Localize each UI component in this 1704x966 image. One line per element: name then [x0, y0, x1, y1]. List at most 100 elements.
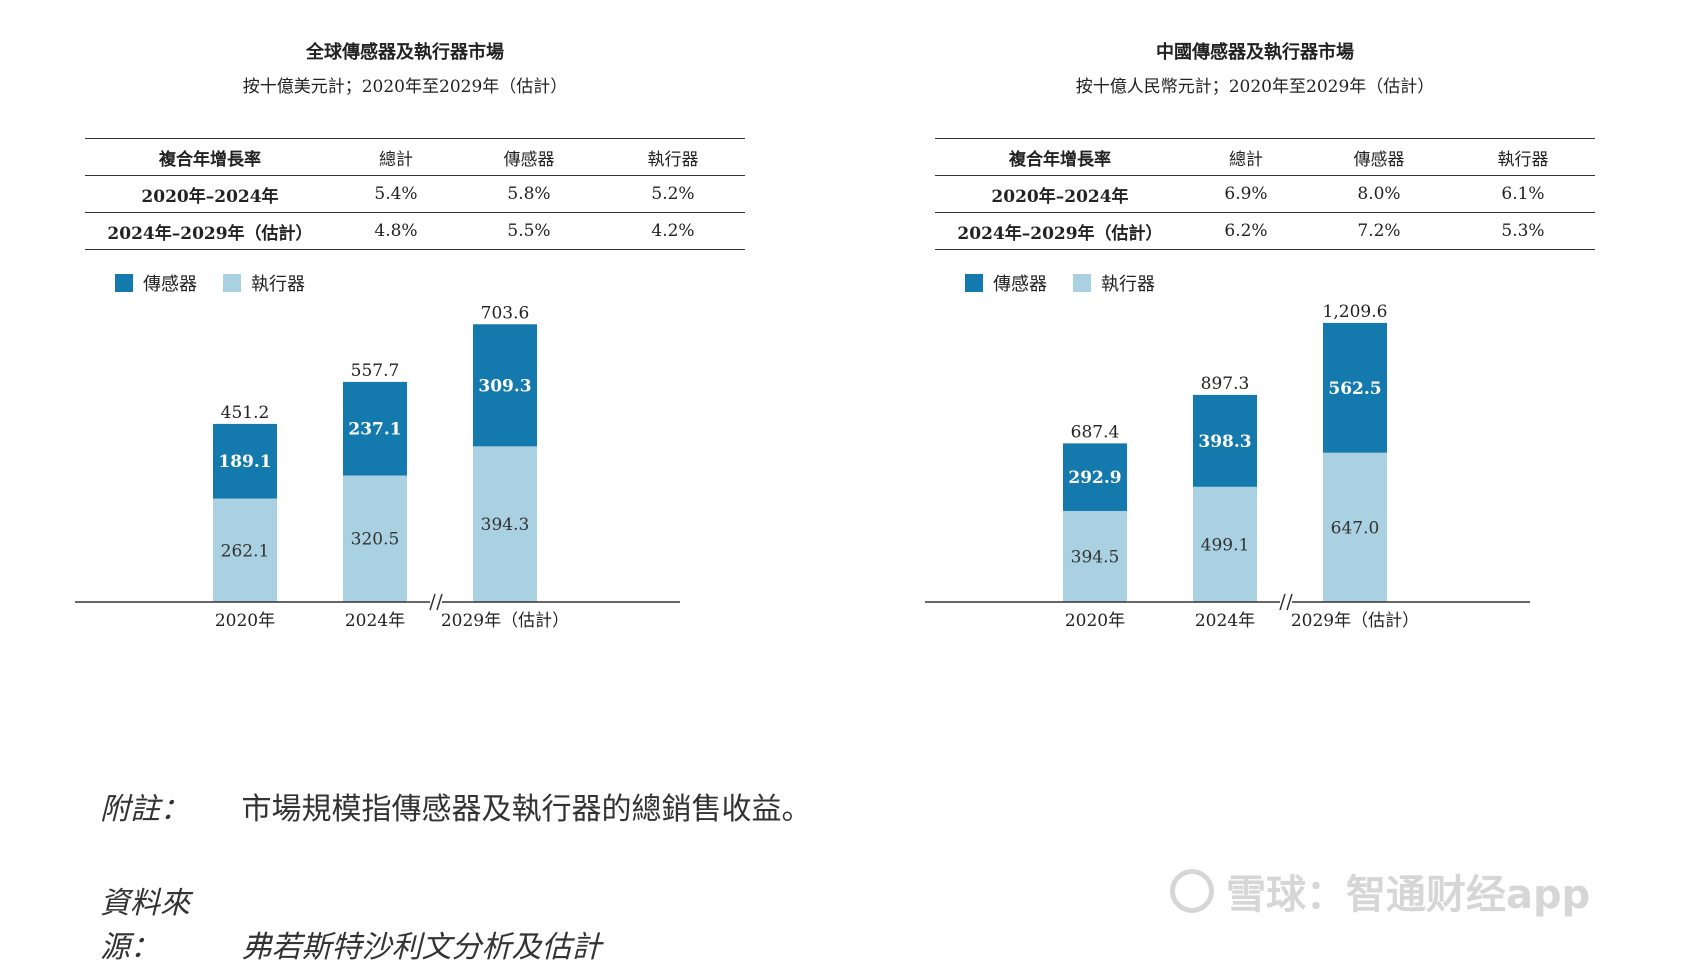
table-cell: 5.2% [600, 175, 745, 213]
table-header-cell: 複合年增長率 [85, 138, 335, 176]
table-cell: 4.2% [600, 212, 745, 250]
table-cell: 2024年–2029年（估計） [85, 212, 335, 250]
table-header-row: 複合年增長率 總計 傳感器 執行器 [85, 138, 745, 176]
bar-sensor [473, 324, 537, 447]
table-cell: 6.1% [1450, 175, 1595, 213]
table-header-cell: 執行器 [1450, 138, 1595, 176]
chart-title: 中國傳感器及執行器市場 [1156, 42, 1354, 63]
data-label-sensor: 562.5 [1328, 379, 1381, 399]
table-header-cell: 總計 [1185, 138, 1307, 176]
legend-item-actuator: 執行器 [223, 270, 305, 296]
table-row: 2024年–2029年（估計） 6.2% 7.2% 5.3% [935, 212, 1595, 250]
source-text: 弗若斯特沙利文分析及估計 [241, 930, 602, 965]
table-cell: 6.9% [1185, 175, 1307, 213]
table-cell: 5.5% [456, 212, 601, 250]
data-label-actuator: 394.5 [1071, 547, 1120, 567]
bar-sensor [1063, 443, 1127, 511]
data-label-sensor: 398.3 [1198, 432, 1251, 452]
note-line: 附註： 市場規模指傳感器及執行器的總銷售收益。 [100, 784, 812, 828]
bar-sensor [343, 381, 407, 476]
bar-actuator [343, 475, 407, 602]
data-label-total: 687.4 [1071, 422, 1120, 442]
axis-break-mark [429, 593, 443, 611]
bar-actuator [1193, 486, 1257, 602]
axis-break-slash [429, 593, 436, 611]
legend-item-sensor: 傳感器 [965, 270, 1047, 296]
data-label-total: 703.6 [481, 303, 530, 323]
x-tick-label: 2024年 [345, 611, 405, 631]
table-header-cell: 傳感器 [1306, 138, 1451, 176]
data-label-total: 897.3 [1201, 374, 1250, 394]
data-label-sensor: 309.3 [478, 376, 531, 396]
table-cell: 2020年–2024年 [935, 175, 1185, 213]
bar-actuator [213, 498, 277, 602]
table-cell: 6.2% [1185, 212, 1307, 250]
data-label-total: 451.2 [221, 403, 270, 423]
table-header-cell: 傳感器 [456, 138, 601, 176]
note-label: 附註： [100, 792, 190, 827]
bar-sensor [1323, 322, 1387, 453]
table-header-cell: 執行器 [600, 138, 745, 176]
bar-sensor [213, 423, 277, 499]
chart-subtitle: 按十億美元計；2020年至2029年（估計） [242, 77, 568, 97]
legend-item-actuator: 執行器 [1073, 270, 1155, 296]
bar-actuator [1323, 452, 1387, 602]
note-text: 市場規模指傳感器及執行器的總銷售收益。 [241, 792, 812, 827]
chart-subtitle: 按十億人民幣元計；2020年至2029年（估計） [1075, 77, 1435, 97]
legend-swatch-actuator [223, 274, 241, 292]
table-cell: 7.2% [1306, 212, 1451, 250]
bar-actuator [1063, 510, 1127, 602]
data-label-total: 1,209.6 [1323, 302, 1388, 322]
data-label-actuator: 320.5 [351, 530, 400, 550]
data-label-sensor: 189.1 [218, 452, 271, 472]
source-label: 資料來源： [100, 886, 190, 965]
legend-label-actuator: 執行器 [1101, 274, 1155, 295]
legend: 傳感器 執行器 [115, 270, 305, 296]
legend-swatch-sensor [965, 274, 983, 292]
data-label-sensor: 237.1 [348, 420, 401, 440]
stacked-bar-plot: 262.1 189.1 451.2 2020年 320.5 237.1 557.7 2024年… [75, 303, 680, 631]
x-tick-label: 2020年 [1065, 611, 1125, 631]
cagr-table: 複合年增長率 總計 傳感器 執行器 2020年–2024年 6.9% 8.0% … [935, 138, 1595, 250]
stacked-bar-plot: 394.5 292.9 687.4 2020年 499.1 398.3 897.3 2024年… [925, 302, 1530, 631]
table-header-row: 複合年增長率 總計 傳感器 執行器 [935, 138, 1595, 176]
legend-label-sensor: 傳感器 [143, 274, 197, 295]
table-cell: 4.8% [335, 212, 457, 250]
data-label-total: 557.7 [351, 361, 400, 381]
table-row: 2024年–2029年（估計） 4.8% 5.5% 4.2% [85, 212, 745, 250]
snowball-logo-icon [1170, 869, 1214, 913]
legend-item-sensor: 傳感器 [115, 270, 197, 296]
table-cell: 5.4% [335, 175, 457, 213]
china-market-chart: 中國傳感器及執行器市場 按十億人民幣元計；2020年至2029年（估計） 複合年… [925, 0, 1625, 700]
data-label-actuator: 499.1 [1201, 535, 1250, 555]
legend-swatch-actuator [1073, 274, 1091, 292]
x-tick-label: 2020年 [215, 611, 275, 631]
x-tick-label: 2029年（估計） [1291, 611, 1419, 631]
data-label-actuator: 394.3 [481, 515, 530, 535]
chart-title: 全球傳感器及執行器市場 [306, 42, 504, 63]
table-header-cell: 總計 [335, 138, 457, 176]
data-label-actuator: 262.1 [221, 541, 270, 561]
x-tick-label: 2029年（估計） [441, 611, 569, 631]
bar-sensor [1193, 394, 1257, 487]
watermark: 雪球：智通财经app [1170, 862, 1590, 920]
table-row: 2020年–2024年 5.4% 5.8% 5.2% [85, 175, 745, 213]
table-cell: 2020年–2024年 [85, 175, 335, 213]
legend-label-sensor: 傳感器 [993, 274, 1047, 295]
legend: 傳感器 執行器 [965, 270, 1155, 296]
source-line: 資料來源： 弗若斯特沙利文分析及估計 [100, 878, 602, 966]
table-cell: 5.3% [1450, 212, 1595, 250]
axis-break-mark [1279, 593, 1293, 611]
table-header-cell: 複合年增長率 [935, 138, 1185, 176]
x-tick-label: 2024年 [1195, 611, 1255, 631]
watermark-text: 雪球：智通财经app [1226, 872, 1591, 918]
cagr-table: 複合年增長率 總計 傳感器 執行器 2020年–2024年 5.4% 5.8% … [85, 138, 745, 250]
axis-break-slash [1279, 593, 1286, 611]
table-cell: 8.0% [1306, 175, 1451, 213]
table-cell: 5.8% [456, 175, 601, 213]
global-market-chart: 全球傳感器及執行器市場 按十億美元計；2020年至2029年（估計） 複合年增長… [75, 0, 775, 700]
data-label-actuator: 647.0 [1331, 518, 1380, 538]
legend-swatch-sensor [115, 274, 133, 292]
table-row: 2020年–2024年 6.9% 8.0% 6.1% [935, 175, 1595, 213]
table-cell: 2024年–2029年（估計） [935, 212, 1185, 250]
